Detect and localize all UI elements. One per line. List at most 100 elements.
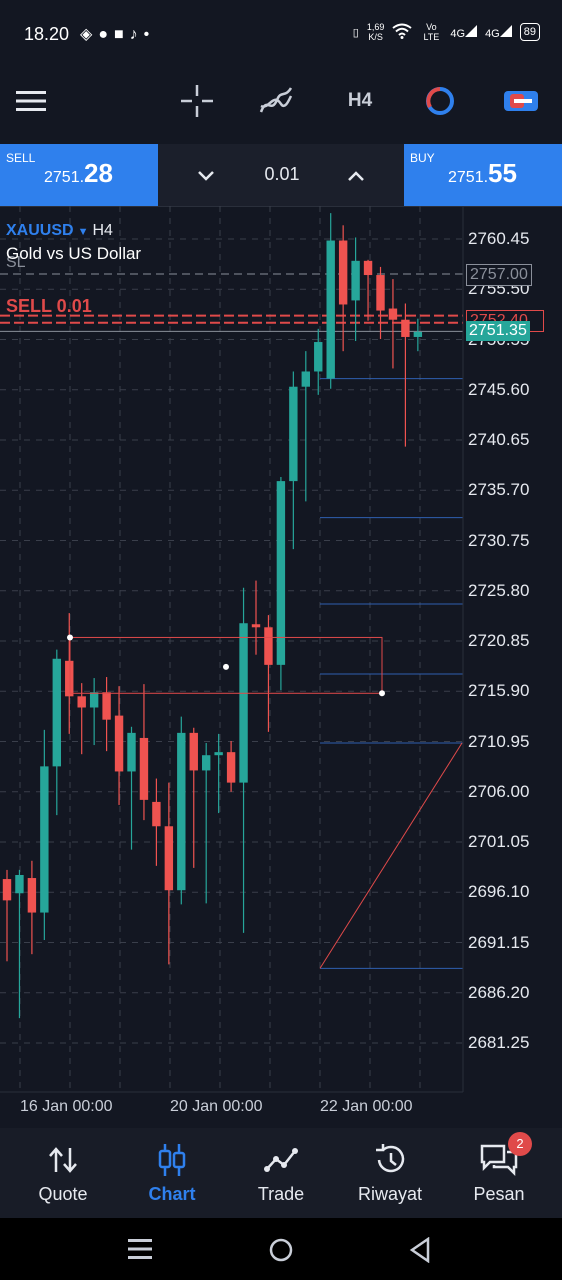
lot-selector: 0.01	[160, 144, 404, 206]
candle-body	[164, 826, 174, 891]
notification-icons: ◈●■♪•	[80, 24, 155, 44]
candle-body	[77, 696, 86, 708]
recent-apps-icon[interactable]	[128, 1238, 152, 1265]
nav-messages[interactable]: Pesan	[444, 1142, 554, 1205]
history-icon	[335, 1142, 445, 1178]
nav-history[interactable]: Riwayat	[335, 1142, 445, 1205]
lot-value[interactable]: 0.01	[264, 164, 300, 184]
timeframe-button[interactable]: H4	[340, 84, 380, 118]
crosshair-icon[interactable]	[180, 84, 214, 118]
candle-body	[239, 623, 248, 783]
dropdown-triangle-icon: ▼	[77, 226, 89, 238]
sell-price-big: 28	[84, 158, 113, 188]
candle-body	[388, 308, 398, 320]
hamburger-icon[interactable]	[14, 84, 48, 118]
date-label-3: 22 Jan 00:00	[320, 1098, 413, 1115]
buy-price-small: 2751.	[448, 169, 489, 186]
symbol-title[interactable]: XAUUSD ▼ H4	[6, 222, 113, 240]
drawing-handle	[223, 663, 229, 670]
candle-body	[351, 260, 360, 301]
clock-cycle-icon[interactable]	[423, 84, 457, 118]
nav-chart-label: Chart	[148, 1184, 196, 1204]
candle-body	[413, 331, 423, 337]
symbol-timeframe: H4	[92, 222, 113, 239]
toggle-icon[interactable]	[504, 84, 538, 118]
indicators-icon[interactable]	[258, 84, 294, 118]
status-time: 18.20	[24, 24, 70, 44]
buy-price: 2751.55	[448, 158, 517, 189]
price-tick-label: 2686.20	[468, 982, 530, 1002]
candle-body	[301, 371, 310, 387]
candle-body	[289, 386, 298, 482]
buy-button[interactable]: BUY 2751.55	[404, 144, 562, 206]
price-tick-label: 2701.05	[468, 832, 530, 851]
candle-body	[40, 766, 49, 913]
date-label-2: 20 Jan 00:00	[170, 1098, 263, 1115]
speed-value: 1,69	[366, 22, 385, 32]
tiktok-icon: ♪	[129, 26, 144, 43]
candle-body	[15, 874, 24, 894]
stop-loss-tag[interactable]: 2757.00	[466, 264, 532, 286]
price-tick-label: 2681.25	[468, 1033, 530, 1052]
drawings	[67, 634, 463, 969]
timeframe-label: H4	[347, 90, 373, 111]
sell-button[interactable]: SELL 2751.28	[0, 144, 158, 206]
price-tick-label: 2710.95	[468, 731, 530, 751]
sl-label: SL	[6, 254, 26, 271]
system-navigation-bar	[0, 1218, 562, 1280]
chart-area[interactable]: XAUUSD ▼ H4 SL Gold vs US Dollar SELL 0.01…	[0, 206, 562, 1128]
price-tick-label: 2745.60	[468, 379, 530, 399]
price-tick-label: 2720.85	[468, 631, 530, 650]
price-tick-label: 2735.70	[468, 480, 530, 500]
candlestick-chart[interactable]	[0, 206, 562, 1128]
price-tick-label: 2706.00	[468, 781, 530, 801]
candle-body	[2, 879, 12, 901]
price-tick-label: 2725.80	[468, 580, 530, 600]
nav-quote-label: Quote	[38, 1184, 88, 1204]
price-tick-label: 2696.10	[468, 882, 530, 902]
square-icon: ■	[113, 26, 130, 43]
price-tick-label: 2730.75	[468, 530, 530, 550]
candle-body	[214, 752, 223, 756]
buy-price-big: 55	[488, 158, 517, 188]
candle-body	[264, 627, 273, 665]
rectangle-drawing	[69, 636, 383, 694]
candle-body	[127, 732, 136, 772]
candle-body	[27, 878, 37, 913]
candle-body	[89, 692, 99, 708]
candle-body	[326, 240, 335, 379]
candle-body	[314, 342, 323, 372]
signal-1: 4G	[450, 24, 478, 40]
candle-body	[65, 660, 74, 697]
signal-1-label: 4G	[450, 27, 466, 40]
price-tick-label: 2760.45	[468, 229, 530, 248]
sell-order-label[interactable]: SELL 0.01	[6, 296, 92, 316]
nav-trade[interactable]: Trade	[226, 1142, 336, 1205]
candles	[2, 213, 423, 1019]
back-icon[interactable]	[408, 1236, 432, 1268]
bottom-navigation: Quote Chart Trade Riwayat Pesan	[0, 1128, 562, 1218]
status-bar: 18.20 ◈●■♪• ▯ 1,69 K/S Vo LTE 4G 4G 89	[0, 0, 562, 70]
candle-body	[177, 732, 186, 891]
current-price-tag: 2751.35	[466, 321, 530, 341]
candle-body	[102, 692, 111, 720]
signal-2: 4G	[485, 24, 512, 40]
candle-body	[202, 755, 211, 771]
chevron-up-icon[interactable]	[342, 162, 370, 190]
updown-arrows-icon	[8, 1142, 118, 1178]
sell-price-small: 2751.	[44, 169, 85, 186]
order-lines	[0, 273, 463, 332]
candle-body	[139, 737, 149, 800]
trend-icon	[226, 1142, 336, 1178]
symbol-description: Gold vs US Dollar	[6, 244, 142, 263]
candle-body	[226, 752, 236, 783]
home-icon[interactable]	[268, 1237, 294, 1268]
candle-body	[363, 260, 373, 276]
messages-badge: 2	[508, 1132, 532, 1156]
dot-icon: •	[143, 26, 156, 43]
candles-icon	[117, 1142, 227, 1178]
chevron-down-icon[interactable]	[192, 162, 220, 190]
candle-body	[276, 481, 286, 665]
nav-quote[interactable]: Quote	[8, 1142, 118, 1205]
nav-chart[interactable]: Chart	[117, 1142, 227, 1205]
